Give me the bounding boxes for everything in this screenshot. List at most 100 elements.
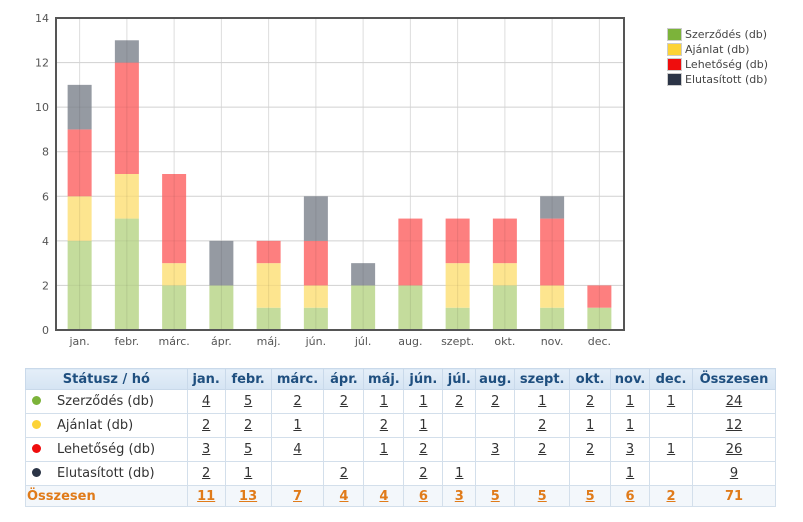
header-month: okt. [569,368,612,390]
total-cell-link[interactable]: 5 [490,488,500,504]
bar-segment[interactable] [114,174,139,219]
total-cell-link[interactable]: 7 [293,488,303,504]
cell-link[interactable]: 1 [625,466,635,481]
total-cell-link[interactable]: 5 [537,488,547,504]
bar-segment[interactable] [303,196,328,241]
total-cell-link[interactable]: 3 [454,488,464,504]
bar-segment[interactable] [540,196,565,219]
bar-segment[interactable] [303,307,328,330]
bar-segment[interactable] [209,240,234,286]
cell-link[interactable]: 1 [419,394,428,409]
table-cell [649,461,693,486]
bar-segment[interactable] [445,263,470,308]
bar-segment[interactable] [398,285,423,330]
cell-link[interactable]: 2 [293,394,302,409]
cell-link[interactable]: 2 [419,466,428,481]
cell-link[interactable]: 2 [202,466,211,481]
cell-link[interactable]: 1 [293,418,302,433]
row-total-link[interactable]: 12 [725,418,743,433]
cell-link[interactable]: 2 [538,442,547,457]
cell-link[interactable]: 4 [293,442,302,457]
cell-link[interactable]: 2 [339,466,349,481]
bar-segment[interactable] [492,218,517,264]
cell-link[interactable]: 2 [339,394,349,409]
table-cell: 2 [514,413,571,438]
cell-link[interactable]: 2 [585,442,595,457]
legend-item-ajanlat[interactable]: Ajánlat (db) [667,42,768,57]
bar-segment[interactable] [540,307,565,330]
bar-segment[interactable] [492,263,517,286]
cell-link[interactable]: 4 [202,394,211,409]
row-total-link[interactable]: 26 [725,442,743,457]
legend-item-szerzodes[interactable]: Szerződés (db) [667,27,768,42]
table-cell: 3 [610,437,651,462]
cell-link[interactable]: 1 [379,394,389,409]
cell-link[interactable]: 1 [666,394,676,409]
legend-item-elutasitott[interactable]: Elutasított (db) [667,72,768,87]
total-cell-link[interactable]: 6 [625,488,635,504]
cell-link[interactable]: 1 [585,418,595,433]
cell-link[interactable]: 1 [243,466,253,481]
bar-segment[interactable] [303,240,328,286]
cell-link[interactable]: 3 [202,442,211,457]
header-month: márc. [270,368,325,390]
bar-segment[interactable] [256,263,281,308]
cell-link[interactable]: 2 [202,418,211,433]
cell-link[interactable]: 1 [625,418,635,433]
total-cell-link[interactable]: 11 [197,488,216,504]
bar-segment[interactable] [445,307,470,330]
bar-segment[interactable] [162,285,187,330]
bar-segment[interactable] [114,62,139,175]
cell-link[interactable]: 2 [419,442,428,457]
row-total-link[interactable]: 9 [729,466,739,481]
bar-segment[interactable] [67,240,92,330]
bar-segment[interactable] [587,307,612,330]
bar-segment[interactable] [162,263,187,286]
bar-segment[interactable] [162,174,187,264]
bar-segment[interactable] [492,285,517,330]
bar-segment[interactable] [540,285,565,308]
cell-link[interactable]: 2 [585,394,595,409]
bar-segment[interactable] [67,84,92,130]
bar-segment[interactable] [351,285,376,330]
total-cell-link[interactable]: 2 [666,488,676,504]
cell-link[interactable]: 3 [491,442,500,457]
legend-item-lehetoseg[interactable]: Lehetőség (db) [667,57,768,72]
total-cell-link[interactable]: 4 [379,488,389,504]
x-tick-label: ápr. [211,335,232,348]
bar-segment[interactable] [67,196,92,241]
row-total-link[interactable]: 24 [725,394,743,409]
total-cell-link[interactable]: 5 [585,488,595,504]
bar-segment[interactable] [398,218,423,286]
table-row-ajanlat: Ajánlat (db) 2 2 1 2 1 2 1 1 12 [25,413,777,438]
bar-segment[interactable] [209,285,234,330]
bar-segment[interactable] [540,218,565,286]
bar-segment[interactable] [351,263,376,286]
cell-link[interactable]: 1 [419,418,428,433]
bar-segment[interactable] [67,129,92,197]
bar-segment[interactable] [256,240,281,264]
bar-segment[interactable] [114,218,139,330]
cell-link[interactable]: 2 [379,418,389,433]
cell-link[interactable]: 2 [455,394,464,409]
bar-segment[interactable] [114,40,139,63]
cell-link[interactable]: 1 [625,394,635,409]
cell-link[interactable]: 2 [243,418,253,433]
bar-segment[interactable] [445,218,470,264]
total-cell-link[interactable]: 6 [418,488,428,504]
bar-segment[interactable] [587,285,612,308]
cell-link[interactable]: 2 [538,418,547,433]
header-total: Összesen [691,368,777,390]
cell-link[interactable]: 1 [379,442,389,457]
cell-link[interactable]: 5 [243,442,253,457]
total-cell-link[interactable]: 13 [239,488,258,504]
bar-segment[interactable] [256,307,281,330]
cell-link[interactable]: 1 [538,394,547,409]
cell-link[interactable]: 5 [243,394,253,409]
total-cell-link[interactable]: 4 [339,488,349,504]
bar-segment[interactable] [303,285,328,308]
cell-link[interactable]: 3 [625,442,635,457]
cell-link[interactable]: 1 [455,466,464,481]
cell-link[interactable]: 1 [666,442,676,457]
cell-link[interactable]: 2 [491,394,500,409]
